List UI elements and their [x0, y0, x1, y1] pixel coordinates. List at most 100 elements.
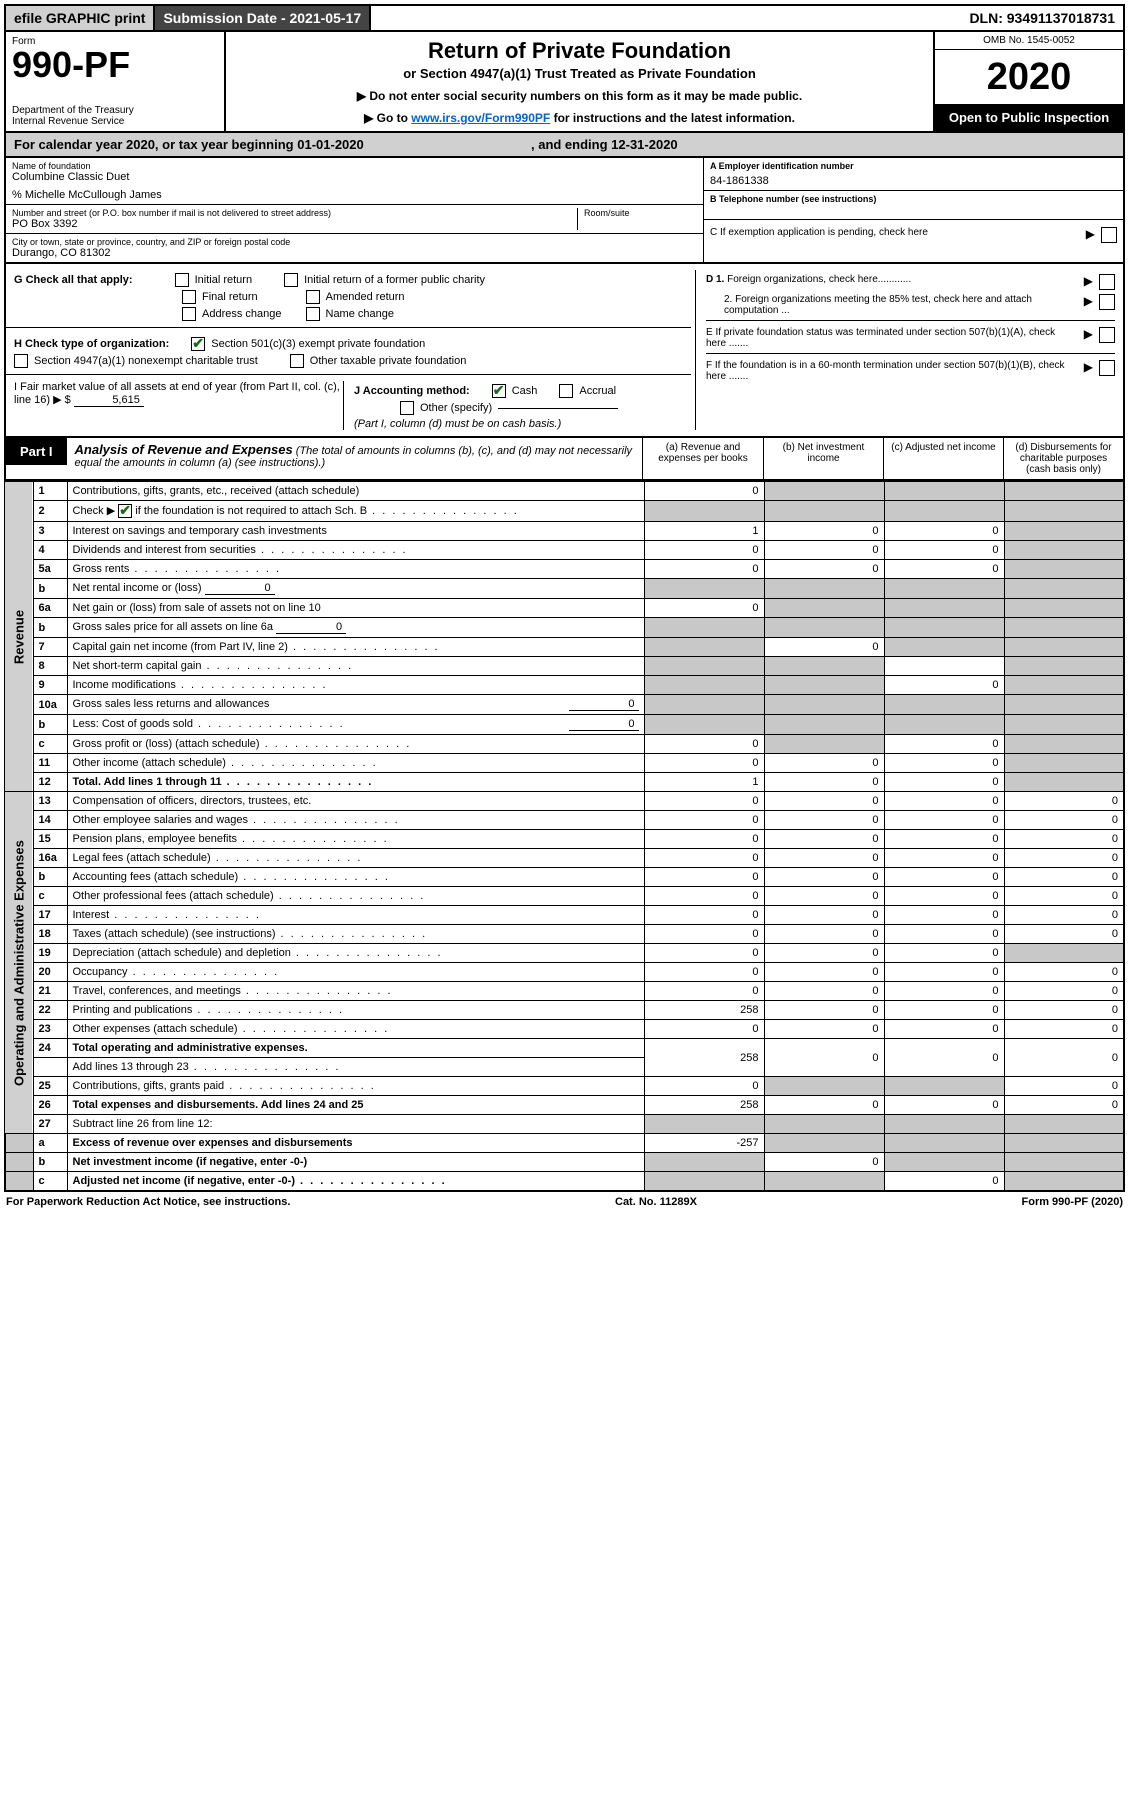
chk-final[interactable]	[182, 290, 196, 304]
row-11: 11Other income (attach schedule) 000	[5, 754, 1124, 773]
row-24: 24Total operating and administrative exp…	[5, 1039, 1124, 1058]
chk-amended[interactable]	[306, 290, 320, 304]
chk-other-method[interactable]	[400, 401, 414, 415]
analysis-column-headers: (a) Revenue and expenses per books (b) N…	[642, 438, 1123, 479]
chk-initial[interactable]	[175, 273, 189, 287]
g-row: G Check all that apply: Initial return I…	[14, 273, 683, 287]
row-5b: bNet rental income or (loss) 0	[5, 579, 1124, 599]
row-21: 21Travel, conferences, and meetings 0000	[5, 982, 1124, 1001]
row-20: 20Occupancy 0000	[5, 963, 1124, 982]
e-row: E If private foundation status was termi…	[706, 320, 1115, 349]
chk-501c3[interactable]	[191, 337, 205, 351]
col-a-header: (a) Revenue and expenses per books	[643, 438, 763, 479]
chk-4947[interactable]	[14, 354, 28, 368]
form-number: 990-PF	[12, 47, 218, 83]
footer-right: Form 990-PF (2020)	[1022, 1196, 1123, 1208]
part1-tab: Part I	[6, 438, 67, 465]
row-13: Operating and Administrative Expenses 13…	[5, 792, 1124, 811]
row-8: 8Net short-term capital gain	[5, 657, 1124, 676]
part1-table: Revenue 1Contributions, gifts, grants, e…	[4, 481, 1125, 1192]
c-checkbox[interactable]	[1101, 227, 1117, 243]
row-18: 18Taxes (attach schedule) (see instructi…	[5, 925, 1124, 944]
row-10b: bLess: Cost of goods sold 0	[5, 715, 1124, 735]
row-6b: bGross sales price for all assets on lin…	[5, 618, 1124, 638]
department: Department of the Treasury Internal Reve…	[12, 105, 218, 127]
row-10c: cGross profit or (loss) (attach schedule…	[5, 735, 1124, 754]
row-22: 22Printing and publications 258000	[5, 1001, 1124, 1020]
efile-label[interactable]: efile GRAPHIC print	[6, 6, 155, 30]
chk-e[interactable]	[1099, 327, 1115, 343]
calendar-year-row: For calendar year 2020, or tax year begi…	[4, 133, 1125, 158]
header-center: Return of Private Foundation or Section …	[226, 32, 933, 131]
header-left: Form 990-PF Department of the Treasury I…	[6, 32, 226, 131]
row-2: 2 Check ▶ if the foundation is not requi…	[5, 501, 1124, 522]
row-3: 3Interest on savings and temporary cash …	[5, 522, 1124, 541]
col-d-header: (d) Disbursements for charitable purpose…	[1003, 438, 1123, 479]
row-27: 27Subtract line 26 from line 12:	[5, 1115, 1124, 1134]
row-6a: 6aNet gain or (loss) from sale of assets…	[5, 599, 1124, 618]
row-25: 25Contributions, gifts, grants paid 00	[5, 1077, 1124, 1096]
chk-addr-change[interactable]	[182, 307, 196, 321]
chk-d2[interactable]	[1099, 294, 1115, 310]
i-fmv: I Fair market value of all assets at end…	[14, 381, 343, 430]
row-16c: cOther professional fees (attach schedul…	[5, 887, 1124, 906]
checks-block: G Check all that apply: Initial return I…	[4, 264, 1125, 438]
foundation-name-cell: Name of foundation Columbine Classic Due…	[6, 158, 703, 205]
entity-info: Name of foundation Columbine Classic Due…	[4, 158, 1125, 264]
col-b-header: (b) Net investment income	[763, 438, 883, 479]
row-16b: bAccounting fees (attach schedule) 0000	[5, 868, 1124, 887]
row-5a: 5aGross rents 000	[5, 560, 1124, 579]
row-12: 12Total. Add lines 1 through 11 100	[5, 773, 1124, 792]
row-1: Revenue 1Contributions, gifts, grants, e…	[5, 482, 1124, 501]
note-ssn: ▶ Do not enter social security numbers o…	[236, 89, 923, 103]
row-4: 4Dividends and interest from securities …	[5, 541, 1124, 560]
address-cell: Number and street (or P.O. box number if…	[6, 205, 703, 234]
expenses-sidelabel: Operating and Administrative Expenses	[5, 792, 33, 1134]
ein-cell: A Employer identification number 84-1861…	[704, 158, 1123, 191]
top-bar: efile GRAPHIC print Submission Date - 20…	[4, 4, 1125, 32]
chk-schb[interactable]	[118, 504, 132, 518]
chk-other-tax[interactable]	[290, 354, 304, 368]
chk-d1[interactable]	[1099, 274, 1115, 290]
row-27b: bNet investment income (if negative, ent…	[5, 1153, 1124, 1172]
tax-year: 2020	[935, 50, 1123, 104]
part1-title: Analysis of Revenue and Expenses (The to…	[67, 438, 642, 473]
form-subtitle: or Section 4947(a)(1) Trust Treated as P…	[236, 66, 923, 81]
col-c-header: (c) Adjusted net income	[883, 438, 1003, 479]
f-row: F If the foundation is in a 60-month ter…	[706, 353, 1115, 382]
note-goto: ▶ Go to www.irs.gov/Form990PF for instru…	[236, 111, 923, 125]
city-cell: City or town, state or province, country…	[6, 234, 703, 262]
footer: For Paperwork Reduction Act Notice, see …	[4, 1192, 1125, 1212]
omb-number: OMB No. 1545-0052	[935, 32, 1123, 50]
d1-row: D 1. D 1. Foreign organizations, check h…	[706, 274, 1115, 290]
chk-f[interactable]	[1099, 360, 1115, 376]
dln-label: DLN: 93491137018731	[961, 6, 1123, 30]
chk-initial-former[interactable]	[284, 273, 298, 287]
c-pending: C If exemption application is pending, c…	[704, 224, 1123, 246]
h-row: H Check type of organization: Section 50…	[14, 337, 683, 351]
row-14: 14Other employee salaries and wages 0000	[5, 811, 1124, 830]
row-23: 23Other expenses (attach schedule) 0000	[5, 1020, 1124, 1039]
row-10a: 10aGross sales less returns and allowanc…	[5, 695, 1124, 715]
d2-row: 2. Foreign organizations meeting the 85%…	[706, 294, 1115, 316]
footer-left: For Paperwork Reduction Act Notice, see …	[6, 1196, 290, 1208]
footer-mid: Cat. No. 11289X	[615, 1196, 697, 1208]
chk-name-change[interactable]	[306, 307, 320, 321]
row-9: 9Income modifications 0	[5, 676, 1124, 695]
header-right: OMB No. 1545-0052 2020 Open to Public In…	[933, 32, 1123, 131]
row-27c: cAdjusted net income (if negative, enter…	[5, 1172, 1124, 1192]
open-public-badge: Open to Public Inspection	[935, 104, 1123, 131]
part1-header: Part I Analysis of Revenue and Expenses …	[4, 438, 1125, 481]
chk-cash[interactable]	[492, 384, 506, 398]
phone-cell: B Telephone number (see instructions)	[704, 191, 1123, 220]
row-27a: aExcess of revenue over expenses and dis…	[5, 1134, 1124, 1153]
irs-link[interactable]: www.irs.gov/Form990PF	[411, 111, 550, 125]
row-26: 26Total expenses and disbursements. Add …	[5, 1096, 1124, 1115]
form-header: Form 990-PF Department of the Treasury I…	[4, 32, 1125, 133]
form-title: Return of Private Foundation	[236, 38, 923, 64]
submission-date: Submission Date - 2021-05-17	[155, 6, 371, 30]
chk-accrual[interactable]	[559, 384, 573, 398]
row-7: 7Capital gain net income (from Part IV, …	[5, 638, 1124, 657]
row-19: 19Depreciation (attach schedule) and dep…	[5, 944, 1124, 963]
row-15: 15Pension plans, employee benefits 0000	[5, 830, 1124, 849]
